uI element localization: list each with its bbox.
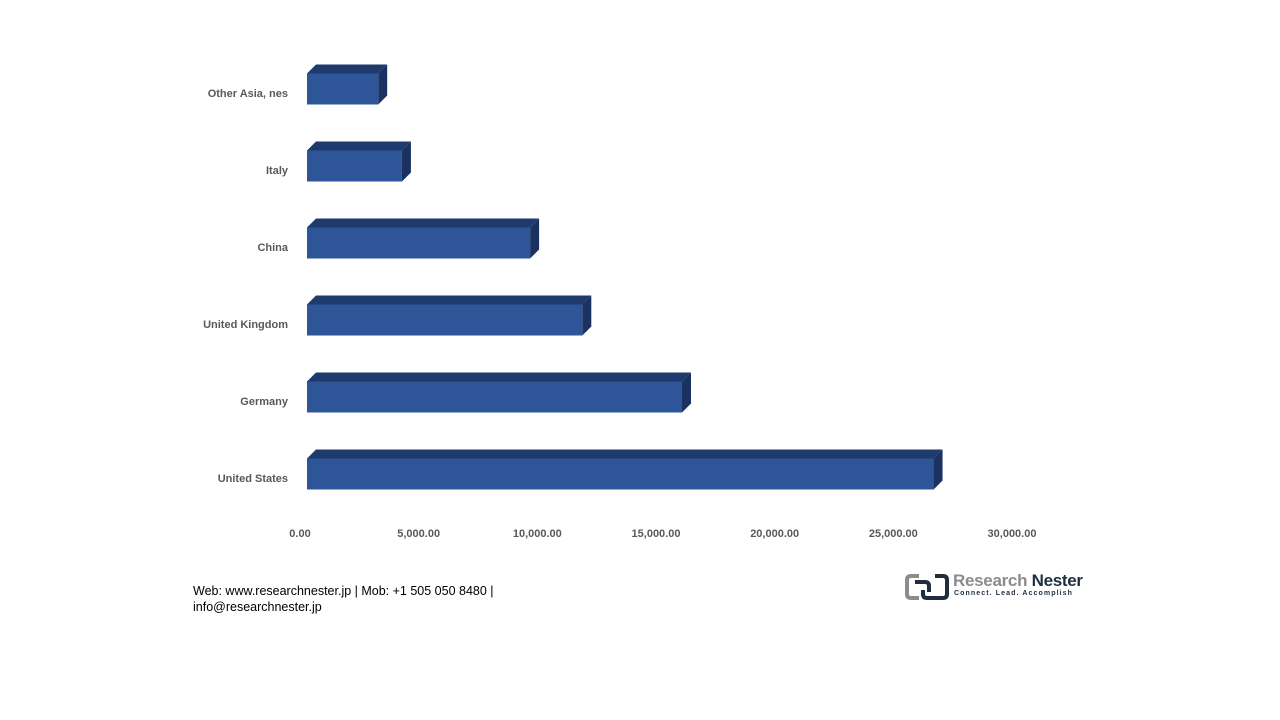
bar-front-face [307, 150, 402, 182]
bar-germany [307, 372, 691, 413]
x-tick-label: 0.00 [289, 528, 310, 540]
category-label: Germany [240, 396, 289, 408]
category-label: Other Asia, nes [208, 88, 288, 100]
bar-top-face [307, 218, 540, 228]
category-label: United Kingdom [203, 319, 288, 331]
category-label: United States [218, 473, 288, 485]
bar-front-face [307, 381, 682, 413]
bars-group [307, 64, 943, 490]
category-label: China [257, 242, 288, 254]
bar-side-face [582, 295, 592, 336]
bar-side-face [378, 64, 388, 105]
logo-name-part2: Nester [1031, 571, 1083, 590]
x-tick-label: 20,000.00 [750, 528, 799, 540]
contact-line-1: Web: www.researchnester.jp | Mob: +1 505… [193, 584, 494, 598]
x-tick-label: 10,000.00 [513, 528, 562, 540]
x-tick-label: 25,000.00 [869, 528, 918, 540]
bar-chart: Other Asia, nes Italy China United Kingdom G… [203, 64, 1036, 540]
bar-top-face [307, 64, 388, 74]
bar-other-asia-nes [307, 64, 388, 105]
bar-china [307, 218, 540, 259]
bar-front-face [307, 304, 583, 336]
logo-mark-icon [905, 574, 949, 600]
bar-united-kingdom [307, 295, 592, 336]
logo-name-part1: Research [953, 571, 1028, 590]
bar-top-face [307, 449, 943, 459]
bar-front-face [307, 73, 379, 105]
logo-name: Research Nester [953, 571, 1083, 591]
bar-top-face [307, 141, 411, 151]
contact-info: Web: www.researchnester.jp | Mob: +1 505… [193, 583, 533, 615]
bar-front-face [307, 458, 934, 490]
bar-front-face [307, 227, 531, 259]
x-axis-tick-labels: 0.00 5,000.00 10,000.00 15,000.00 20,000.00 2… [289, 528, 1036, 540]
bar-top-face [307, 372, 691, 382]
bar-side-face [933, 449, 943, 490]
contact-line-2: info@researchnester.jp [193, 600, 322, 614]
bar-italy [307, 141, 411, 182]
bar-united-states [307, 449, 943, 490]
bar-top-face [307, 295, 592, 305]
bar-side-face [401, 141, 411, 182]
x-tick-label: 30,000.00 [988, 528, 1037, 540]
x-tick-label: 5,000.00 [397, 528, 440, 540]
research-nester-logo: Research Nester Connect. Lead. Accomplis… [905, 571, 1083, 603]
category-labels: Other Asia, nes Italy China United Kingdom G… [203, 88, 289, 485]
x-tick-label: 15,000.00 [632, 528, 681, 540]
bar-side-face [681, 372, 691, 413]
logo-tagline: Connect. Lead. Accomplish [954, 590, 1074, 597]
category-label: Italy [266, 165, 289, 177]
bar-side-face [530, 218, 540, 259]
